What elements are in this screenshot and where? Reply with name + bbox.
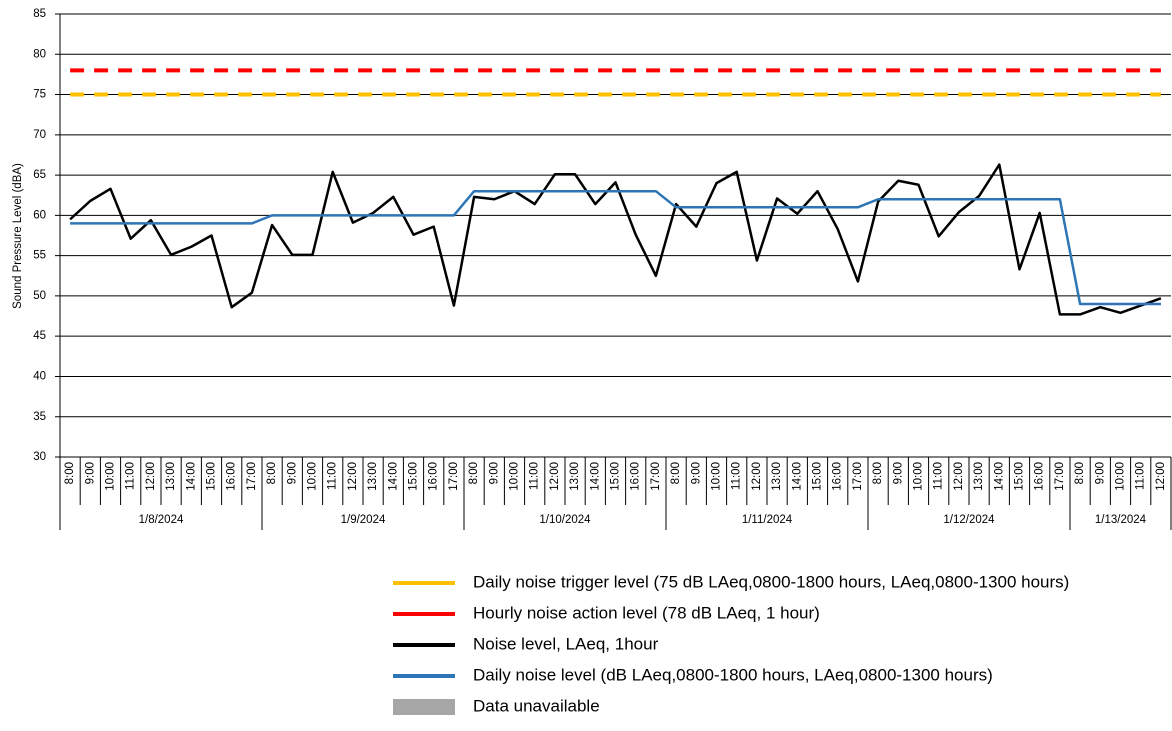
legend-label: Noise level, LAeq, 1hour (473, 634, 659, 653)
x-tick-label: 9:00 (892, 462, 904, 484)
x-tick-label: 17:00 (852, 462, 864, 491)
x-tick-label: 15:00 (610, 462, 622, 491)
x-tick-label: 10:00 (509, 462, 521, 491)
y-tick-label: 85 (33, 8, 46, 20)
group-label: 1/13/2024 (1095, 514, 1147, 526)
x-tick-label: 12:00 (549, 462, 561, 491)
x-tick-label: 16:00 (226, 462, 238, 491)
x-tick-label: 9:00 (488, 462, 500, 484)
x-tick-label: 12:00 (751, 462, 763, 491)
y-tick-label: 45 (33, 330, 46, 342)
x-tick-label: 8:00 (64, 462, 76, 484)
group-label: 1/8/2024 (139, 514, 184, 526)
x-tick-label: 9:00 (690, 462, 702, 484)
x-tick-label: 12:00 (953, 462, 965, 491)
x-tick-label: 8:00 (1074, 462, 1086, 484)
x-tick-label: 11:00 (731, 462, 743, 490)
y-tick-label: 50 (33, 290, 46, 302)
x-tick-label: 15:00 (408, 462, 420, 491)
x-tick-label: 14:00 (387, 462, 399, 491)
y-tick-label: 40 (33, 370, 46, 382)
x-tick-label: 16:00 (428, 462, 440, 491)
x-tick-label: 8:00 (670, 462, 682, 484)
legend-swatch (393, 699, 455, 715)
legend-label: Daily noise level (dB LAeq,0800-1800 hou… (473, 665, 993, 684)
x-tick-label: 10:00 (105, 462, 117, 491)
group-label: 1/10/2024 (539, 514, 591, 526)
x-tick-label: 8:00 (266, 462, 278, 484)
x-tick-label: 15:00 (1014, 462, 1026, 491)
x-tick-label: 13:00 (569, 462, 581, 491)
x-tick-label: 14:00 (993, 462, 1005, 491)
x-tick-label: 11:00 (327, 462, 339, 490)
x-tick-label: 9:00 (84, 462, 96, 484)
x-tick-label: 10:00 (1115, 462, 1127, 491)
series-line (70, 189, 1161, 306)
x-tick-label: 17:00 (1054, 462, 1066, 491)
x-tick-label: 15:00 (206, 462, 218, 491)
x-tick-label: 8:00 (872, 462, 884, 484)
x-tick-label: 16:00 (1034, 462, 1046, 491)
x-tick-label: 14:00 (185, 462, 197, 491)
y-tick-label: 60 (33, 209, 46, 221)
legend-label: Daily noise trigger level (75 dB LAeq,08… (473, 572, 1069, 591)
x-tick-label: 9:00 (286, 462, 298, 484)
x-tick-label: 10:00 (913, 462, 925, 491)
y-tick-label: 30 (33, 451, 46, 463)
x-tick-label: 10:00 (307, 462, 319, 491)
x-tick-label: 16:00 (832, 462, 844, 491)
x-tick-label: 12:00 (347, 462, 359, 491)
group-label: 1/11/2024 (742, 514, 793, 526)
x-tick-label: 9:00 (1094, 462, 1106, 484)
x-tick-label: 17:00 (246, 462, 258, 491)
x-tick-label: 12:00 (145, 462, 157, 491)
series-line (69, 163, 1162, 316)
y-tick-label: 75 (33, 89, 46, 101)
x-tick-label: 10:00 (711, 462, 723, 491)
x-tick-label: 12:00 (1155, 462, 1167, 491)
x-tick-label: 13:00 (367, 462, 379, 491)
x-tick-label: 13:00 (771, 462, 783, 491)
x-tick-label: 8:00 (468, 462, 480, 484)
x-tick-label: 17:00 (650, 462, 662, 491)
x-tick-label: 13:00 (165, 462, 177, 491)
x-tick-label: 16:00 (630, 462, 642, 491)
y-tick-label: 65 (33, 169, 46, 181)
legend-label: Hourly noise action level (78 dB LAeq, 1… (473, 603, 820, 622)
x-tick-label: 15:00 (812, 462, 824, 491)
y-axis-title: Sound Pressure Level (dBA) (12, 163, 24, 309)
group-label: 1/12/2024 (943, 514, 995, 526)
x-tick-label: 11:00 (1135, 462, 1147, 490)
x-tick-label: 11:00 (933, 462, 945, 490)
x-tick-label: 14:00 (589, 462, 601, 491)
x-tick-label: 17:00 (448, 462, 460, 491)
y-tick-label: 70 (33, 129, 46, 141)
x-tick-label: 13:00 (973, 462, 985, 491)
y-tick-label: 35 (33, 411, 46, 423)
x-tick-label: 11:00 (529, 462, 541, 490)
x-tick-label: 11:00 (125, 462, 137, 490)
y-tick-label: 80 (33, 48, 46, 60)
legend-label: Data unavailable (473, 696, 600, 715)
group-label: 1/9/2024 (341, 514, 386, 526)
x-tick-label: 14:00 (791, 462, 803, 491)
y-tick-label: 55 (33, 250, 46, 262)
